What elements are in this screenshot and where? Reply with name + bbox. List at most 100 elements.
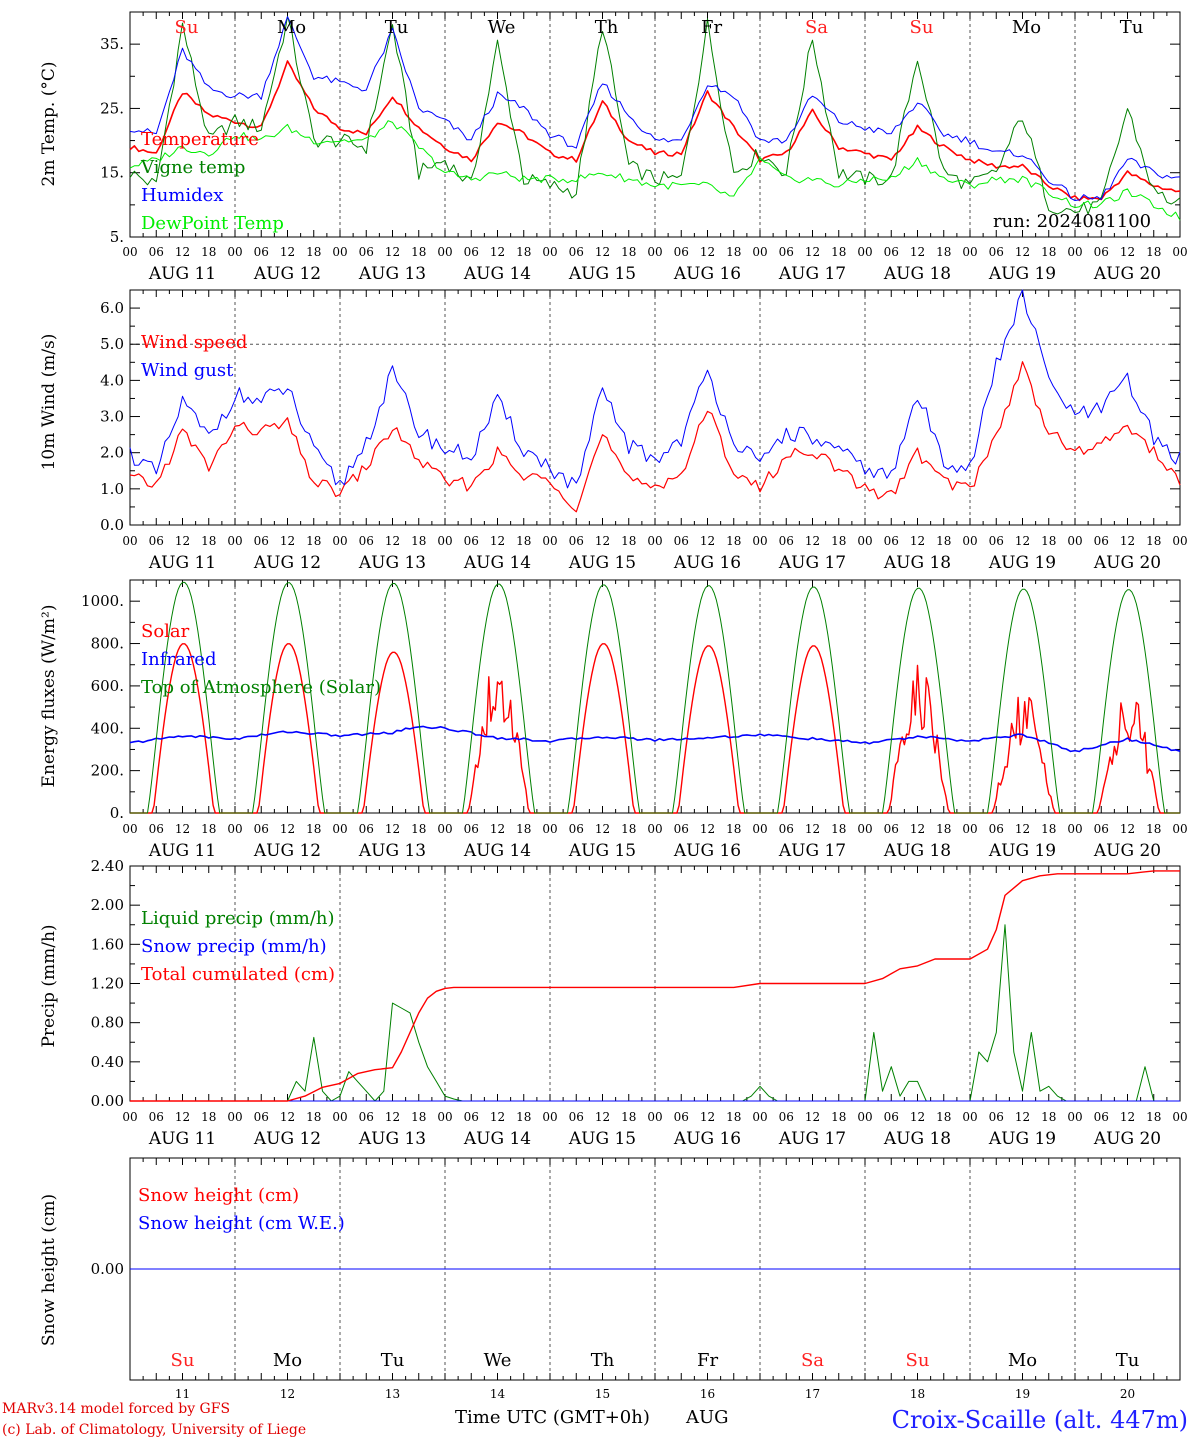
energy-hour-label: 12 (385, 822, 400, 836)
temp-y-tick-label: 25. (100, 99, 124, 117)
energy-hour-label: 00 (332, 822, 347, 836)
temp-date-label: AUG 19 (988, 264, 1056, 284)
temp-date-label: AUG 16 (673, 264, 741, 284)
wind-hour-label: 00 (227, 534, 242, 548)
precip-date-label: AUG 14 (463, 1129, 531, 1149)
wind-hour-label: 00 (437, 534, 452, 548)
temp-hour-label: 18 (621, 245, 636, 259)
temp-hour-label: 12 (1015, 245, 1030, 259)
weekday-label-bottom: Mo (273, 1350, 302, 1371)
day-number-label: 15 (595, 1387, 610, 1401)
day-number-label: 19 (1015, 1387, 1030, 1401)
wind-y-tick-label: 4.0 (100, 371, 124, 389)
precip-legend-liquid-precip-mm-h: Liquid precip (mm/h) (141, 908, 335, 929)
wind-hour-label: 12 (1120, 534, 1135, 548)
wind-hour-label: 18 (621, 534, 636, 548)
energy-flux-panel: 0. 200. 400. 600. 800. 1000. Energy fluxes (W/… (39, 579, 1188, 861)
wind-hour-label: 12 (175, 534, 190, 548)
energy-y-tick-label: 600. (91, 677, 124, 695)
weekday-label-top: Mo (277, 17, 306, 38)
precip-hour-label: 12 (490, 1110, 505, 1124)
temp-y-axis-label: 2m Temp. (°C) (39, 61, 59, 186)
temp-date-label: AUG 18 (883, 264, 951, 284)
precip-hour-label: 12 (1120, 1110, 1135, 1124)
weekday-label-bottom: We (484, 1350, 512, 1371)
temp-hour-label: 18 (936, 245, 951, 259)
wind-hour-label: 00 (752, 534, 767, 548)
energy-y-tick-label: 0. (110, 804, 124, 822)
wind-y-tick-label: 3.0 (100, 408, 124, 426)
energy-hour-label: 18 (726, 822, 741, 836)
energy-hour-label: 18 (1041, 822, 1056, 836)
energy-hour-label: 18 (201, 822, 216, 836)
wind-date-label: AUG 14 (463, 553, 531, 573)
energy-date-label: AUG 20 (1093, 841, 1161, 861)
weekday-label-bottom: Su (171, 1350, 195, 1371)
energy-date-label: AUG 11 (148, 841, 216, 861)
wind-hour-label: 06 (254, 534, 269, 548)
energy-hour-label: 12 (700, 822, 715, 836)
temp-hour-label: 12 (280, 245, 295, 259)
temp-hour-label: 18 (516, 245, 531, 259)
wind-hour-label: 18 (411, 534, 426, 548)
weekday-label-bottom: Sa (801, 1350, 824, 1371)
precip-hour-label: 00 (122, 1110, 137, 1124)
precip-hour-label: 00 (1172, 1110, 1187, 1124)
energy-hour-label: 06 (464, 822, 479, 836)
energy-legend-infrared: Infrared (141, 649, 216, 670)
wind-hour-label: 18 (516, 534, 531, 548)
energy-hour-label: 06 (569, 822, 584, 836)
energy-date-label: AUG 15 (568, 841, 636, 861)
temp-hour-label: 12 (700, 245, 715, 259)
precip-hour-label: 00 (1067, 1110, 1082, 1124)
precip-date-label: AUG 16 (673, 1129, 741, 1149)
temp-hour-label: 06 (254, 245, 269, 259)
temp-legend-temperature: Temperature (141, 129, 259, 150)
energy-hour-label: 18 (936, 822, 951, 836)
wind-hour-label: 18 (306, 534, 321, 548)
precip-hour-label: 12 (280, 1110, 295, 1124)
wind-hour-label: 12 (1015, 534, 1030, 548)
energy-hour-label: 00 (857, 822, 872, 836)
precip-hour-label: 06 (464, 1110, 479, 1124)
temp-hour-label: 00 (752, 245, 767, 259)
temp-hour-label: 06 (569, 245, 584, 259)
weekday-label-bottom: Tu (1116, 1350, 1140, 1371)
precip-hour-label: 06 (779, 1110, 794, 1124)
precip-hour-label: 18 (516, 1110, 531, 1124)
energy-hour-label: 00 (1067, 822, 1082, 836)
precip-hour-label: 00 (437, 1110, 452, 1124)
precip-date-label: AUG 18 (883, 1129, 951, 1149)
energy-hour-label: 06 (149, 822, 164, 836)
precip-date-label: AUG 12 (253, 1129, 321, 1149)
wind-hour-label: 12 (700, 534, 715, 548)
snow-legend-snow-height-cm-w-e: Snow height (cm W.E.) (138, 1213, 345, 1234)
day-number-label: 14 (490, 1387, 506, 1401)
temp-hour-label: 00 (857, 245, 872, 259)
temp-date-label: AUG 14 (463, 264, 531, 284)
temp-hour-label: 18 (726, 245, 741, 259)
temp-series-temperature (129, 60, 1181, 202)
wind-y-tick-label: 0.0 (100, 516, 124, 534)
energy-date-label: AUG 17 (778, 841, 846, 861)
precip-hour-label: 12 (805, 1110, 820, 1124)
temp-hour-label: 00 (122, 245, 137, 259)
precip-hour-label: 18 (1146, 1110, 1161, 1124)
energy-y-axis-label: Energy fluxes (W/m²) (39, 605, 59, 788)
wind-y-tick-label: 5.0 (100, 335, 124, 353)
temp-hour-label: 00 (332, 245, 347, 259)
precip-hour-label: 06 (254, 1110, 269, 1124)
wind-hour-label: 00 (647, 534, 662, 548)
weekday-label-top: Mo (1012, 17, 1041, 38)
precip-hour-label: 12 (175, 1110, 190, 1124)
weekday-label-top: Fr (701, 17, 722, 38)
temp-hour-label: 18 (306, 245, 321, 259)
wind-hour-label: 00 (542, 534, 557, 548)
precip-hour-label: 00 (962, 1110, 977, 1124)
energy-hour-label: 06 (1094, 822, 1109, 836)
precip-hour-label: 18 (411, 1110, 426, 1124)
temp-hour-label: 12 (595, 245, 610, 259)
wind-hour-label: 18 (831, 534, 846, 548)
temp-hour-label: 00 (437, 245, 452, 259)
